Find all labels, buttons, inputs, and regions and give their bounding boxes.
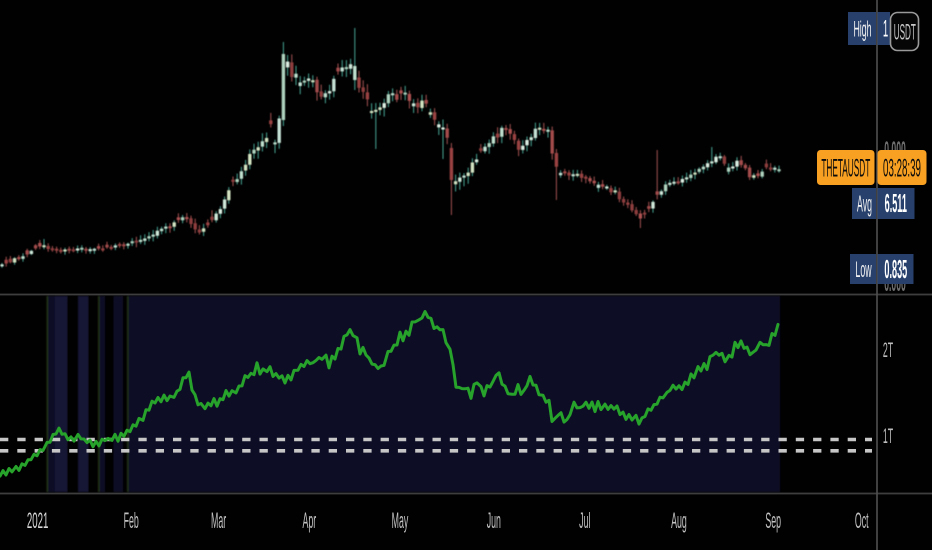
svg-text:Sep: Sep: [765, 508, 781, 533]
svg-text:Apr: Apr: [302, 508, 316, 533]
svg-text:Feb: Feb: [124, 508, 139, 533]
svg-text:0.835: 0.835: [884, 255, 907, 284]
svg-text:Jun: Jun: [487, 508, 501, 533]
svg-text:High: High: [853, 17, 871, 42]
svg-text:Avg: Avg: [857, 190, 872, 216]
svg-text:Mar: Mar: [211, 508, 226, 533]
svg-text:2T: 2T: [883, 339, 893, 362]
svg-text:6.511: 6.511: [885, 189, 907, 218]
svg-text:1: 1: [883, 14, 888, 42]
svg-text:May: May: [392, 508, 409, 533]
svg-text:USDT: USDT: [894, 19, 916, 44]
svg-text:THETAUSDT: THETAUSDT: [821, 154, 870, 182]
svg-text:2021: 2021: [27, 509, 49, 534]
svg-text:Low: Low: [855, 257, 872, 282]
svg-text:Aug: Aug: [671, 508, 687, 533]
svg-text:Jul: Jul: [579, 508, 590, 533]
svg-text:03:28:39: 03:28:39: [883, 155, 921, 183]
svg-text:Oct: Oct: [855, 508, 869, 533]
svg-text:1T: 1T: [883, 425, 893, 448]
